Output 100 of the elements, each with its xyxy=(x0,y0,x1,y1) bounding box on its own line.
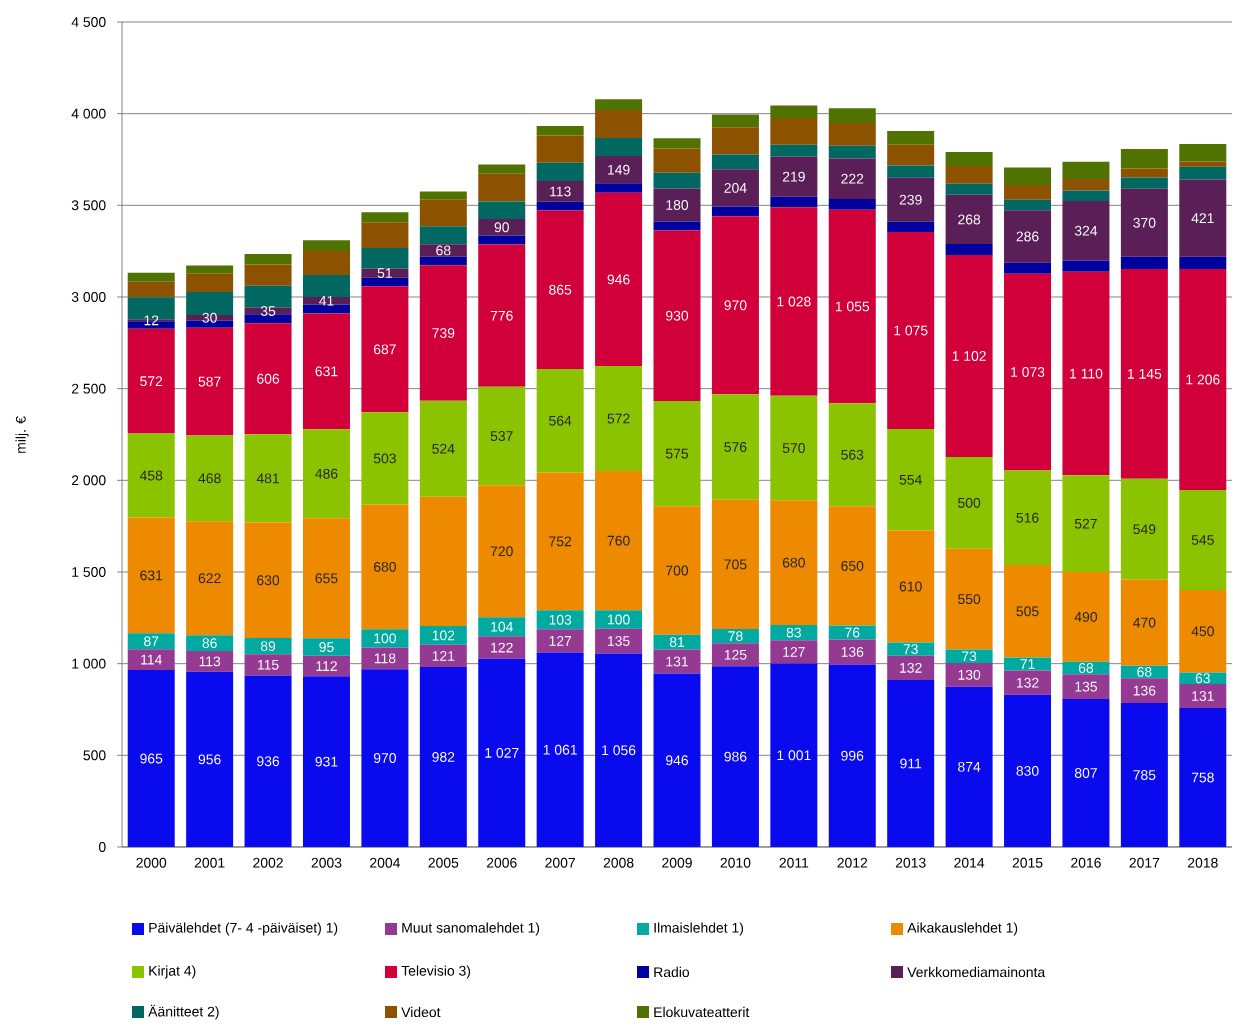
x-tick-label: 2004 xyxy=(370,857,400,868)
x-tick-label: 2008 xyxy=(603,857,634,868)
bar xyxy=(419,496,467,627)
data-label: 545 xyxy=(1191,535,1214,545)
data-label: 739 xyxy=(432,328,455,338)
bar xyxy=(419,226,467,245)
bar xyxy=(887,177,935,222)
data-label: 136 xyxy=(841,646,864,657)
bar xyxy=(1004,657,1052,671)
data-label: 76 xyxy=(845,627,860,638)
bar xyxy=(887,530,935,643)
bar xyxy=(828,145,876,159)
y-tick-label: 4 500 xyxy=(71,17,106,27)
bar xyxy=(653,188,701,222)
x-tick-label: 2010 xyxy=(720,857,751,868)
x-tick-label: 2005 xyxy=(428,857,459,868)
bar xyxy=(1179,684,1227,709)
data-label: 112 xyxy=(316,661,337,671)
data-label: 370 xyxy=(1133,217,1156,228)
bar xyxy=(536,135,584,163)
data-label: 986 xyxy=(724,751,747,762)
bar xyxy=(361,629,409,648)
bar xyxy=(478,201,526,220)
data-label: 563 xyxy=(841,449,864,460)
bar xyxy=(419,191,467,200)
bar xyxy=(244,323,292,435)
y-tick-label: 3 500 xyxy=(71,200,106,211)
bar xyxy=(244,285,292,308)
data-label: 450 xyxy=(1191,626,1214,637)
data-label: 720 xyxy=(490,546,513,557)
data-label: 71 xyxy=(1020,659,1035,669)
bar xyxy=(770,395,818,501)
data-label: 1 206 xyxy=(1186,374,1220,385)
bar xyxy=(828,199,876,210)
bar xyxy=(536,126,584,136)
bar xyxy=(595,183,643,193)
bar xyxy=(302,518,350,639)
bar xyxy=(1062,475,1110,572)
bar xyxy=(478,235,526,245)
bar xyxy=(595,109,643,139)
bar xyxy=(1004,167,1052,185)
bar xyxy=(711,169,759,207)
data-label: 458 xyxy=(139,470,163,481)
data-label: 324 xyxy=(1074,225,1098,236)
bar xyxy=(244,253,292,265)
bar xyxy=(478,658,526,847)
data-label: 874 xyxy=(958,761,981,772)
bar xyxy=(770,207,818,396)
bar xyxy=(536,629,584,653)
data-label: 1 145 xyxy=(1127,369,1162,379)
data-label: 149 xyxy=(608,164,630,175)
data-label: 113 xyxy=(550,186,571,197)
data-label: 587 xyxy=(198,376,221,387)
bar xyxy=(653,673,701,847)
bar xyxy=(595,156,643,184)
bar xyxy=(1179,708,1227,847)
legend-label: Elokuvateatterit xyxy=(654,1006,750,1018)
bar xyxy=(945,244,993,255)
data-label: 35 xyxy=(260,306,276,316)
data-label: 41 xyxy=(319,295,334,306)
bar xyxy=(653,400,701,507)
bar xyxy=(186,435,234,522)
y-tick-label: 500 xyxy=(83,750,106,761)
x-tick-label: 2016 xyxy=(1071,857,1101,868)
bar xyxy=(361,222,409,249)
data-label: 500 xyxy=(958,497,981,508)
data-label: 132 xyxy=(1016,677,1039,688)
data-label: 103 xyxy=(549,614,572,625)
data-label: 104 xyxy=(491,621,513,632)
bar xyxy=(1062,674,1110,700)
data-label: 1 110 xyxy=(1070,368,1103,379)
data-label: 90 xyxy=(494,222,509,233)
bar xyxy=(478,386,526,486)
bar xyxy=(419,244,467,257)
y-tick-label: 0 xyxy=(98,842,106,852)
bar xyxy=(127,272,175,282)
bar xyxy=(770,663,818,847)
data-label: 606 xyxy=(257,373,280,384)
bar xyxy=(595,99,643,110)
legend-label: Kirjat 4) xyxy=(149,965,196,979)
bar xyxy=(595,610,643,629)
data-label: 785 xyxy=(1133,770,1156,780)
bar xyxy=(1120,579,1168,666)
bar xyxy=(595,138,643,156)
bar xyxy=(887,144,935,166)
data-label: 527 xyxy=(1074,518,1097,529)
bar xyxy=(244,522,292,638)
bar xyxy=(419,626,467,645)
bar xyxy=(1120,678,1168,704)
bar xyxy=(361,647,409,670)
bar xyxy=(1004,262,1052,274)
bar xyxy=(711,114,759,128)
data-label: 135 xyxy=(608,636,630,646)
bar xyxy=(828,158,876,200)
legend-label: Päivälehdet (7- 4 -päiväiset) 1) xyxy=(149,922,338,936)
data-label: 132 xyxy=(900,662,922,673)
bar xyxy=(1062,201,1110,261)
data-label: 564 xyxy=(549,415,572,426)
bar xyxy=(186,273,234,293)
data-label: 114 xyxy=(141,654,162,665)
